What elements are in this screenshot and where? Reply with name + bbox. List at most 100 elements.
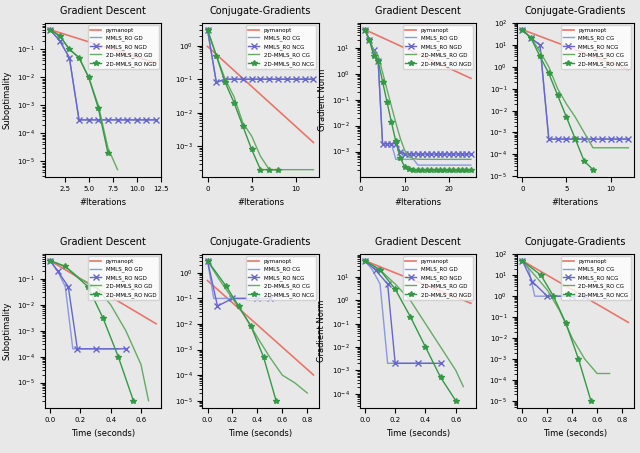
2D-MMLS_RO GD [122,328,130,333]
2D-MMLS_RO CG [607,145,614,150]
pymanopt [370,261,378,267]
pymanopt [310,140,317,145]
MMLS_RO GD [445,162,452,168]
pymanopt [269,336,276,341]
2D-MMLS_RO NGD [391,286,399,292]
2D-MMLS_RO CG [283,167,291,173]
pymanopt [225,297,233,303]
2D-MMLS_RO CG [253,335,261,340]
pymanopt [402,275,410,280]
2D-MMLS_RO NCG [204,27,211,32]
pymanopt [150,320,158,325]
pymanopt [435,288,442,293]
MMLS_RO NGD [95,117,102,123]
2D-MMLS_RO NCG [545,71,553,76]
pymanopt [282,347,289,352]
pymanopt [370,31,378,36]
pymanopt [70,272,77,278]
2D-MMLS_RO NGD [392,139,399,144]
2D-MMLS_RO GD [401,148,408,153]
2D-MMLS_RO NGD [65,47,73,52]
2D-MMLS_RO GD [445,157,452,162]
2D-MMLS_RO GD [92,284,99,289]
X-axis label: #Iterations: #Iterations [394,198,442,207]
2D-MMLS_RO CG [568,335,576,341]
pymanopt [361,27,369,32]
X-axis label: Time (seconds): Time (seconds) [386,429,450,438]
2D-MMLS_RO CG [275,167,282,173]
MMLS_RO GD [467,162,475,168]
pymanopt [411,278,419,284]
pymanopt [96,288,104,293]
MMLS_RO NGD [85,117,93,123]
2D-MMLS_RO NCG [587,398,595,404]
MMLS_RO NGD [463,151,470,157]
MMLS_RO NCG [607,136,614,142]
2D-MMLS_RO NCG [257,167,264,173]
pymanopt [227,299,235,304]
pymanopt [554,40,561,46]
2D-MMLS_RO NGD [46,258,54,263]
2D-MMLS_RO NCG [260,355,268,360]
2D-MMLS_RO GD [414,156,422,162]
2D-MMLS_RO CG [556,308,564,313]
pymanopt [445,66,452,71]
pymanopt [61,267,69,272]
MMLS_RO NGD [388,141,396,146]
MMLS_RO NGD [54,268,61,274]
pymanopt [605,308,612,314]
pymanopt [575,291,582,296]
2D-MMLS_RO GD [419,157,426,162]
2D-MMLS_RO CG [230,94,238,99]
MMLS_RO NGD [152,117,160,123]
MMLS_RO GD [69,346,77,352]
pymanopt [419,281,427,287]
Line: MMLS_RO GD: MMLS_RO GD [50,29,156,120]
pymanopt [277,343,285,349]
MMLS_RO GD [114,117,122,123]
MMLS_RO NGD [428,151,435,157]
2D-MMLS_RO NGD [452,398,460,404]
pymanopt [143,58,150,63]
pymanopt [214,288,222,293]
pymanopt [589,53,597,59]
MMLS_RO GD [423,162,431,168]
2D-MMLS_RO GD [65,47,73,52]
pymanopt [280,345,287,351]
2D-MMLS_RO CG [531,273,539,278]
pymanopt [255,324,263,329]
MMLS_RO CG [518,27,526,32]
2D-MMLS_RO CG [278,372,286,378]
Legend: pymanopt, MMLS_RO CG, MMLS_RO NCG, 2D-MMLS_RO CG, 2D-MMLS_RO NCG: pymanopt, MMLS_RO CG, MMLS_RO NCG, 2D-MM… [561,256,631,300]
pymanopt [467,76,475,81]
MMLS_RO CG [607,136,614,142]
Y-axis label: Suboptimality: Suboptimality [3,71,12,129]
pymanopt [361,258,369,263]
pymanopt [577,292,584,298]
pymanopt [559,282,567,287]
pymanopt [266,334,274,339]
2D-MMLS_RO NGD [410,167,417,172]
2D-MMLS_RO GD [137,361,145,367]
MMLS_RO CG [257,77,264,82]
pymanopt [120,302,127,307]
pymanopt [100,290,108,296]
pymanopt [518,27,526,32]
2D-MMLS_RO CG [310,167,317,173]
pymanopt [563,43,570,49]
pymanopt [124,304,132,310]
Line: 2D-MMLS_RO NCG: 2D-MMLS_RO NCG [520,258,594,404]
pymanopt [586,297,593,303]
MMLS_RO CG [543,294,551,299]
2D-MMLS_RO NCG [248,147,255,152]
pymanopt [85,39,93,44]
2D-MMLS_RO CG [589,145,597,150]
pymanopt [538,269,546,275]
Legend: pymanopt, MMLS_RO CG, MMLS_RO NCG, 2D-MMLS_RO CG, 2D-MMLS_RO NCG: pymanopt, MMLS_RO CG, MMLS_RO NCG, 2D-MM… [561,25,631,69]
pymanopt [104,45,112,51]
pymanopt [601,306,609,311]
MMLS_RO NCG [518,258,526,263]
2D-MMLS_RO GD [107,302,115,308]
pymanopt [284,349,291,355]
pymanopt [394,271,401,276]
